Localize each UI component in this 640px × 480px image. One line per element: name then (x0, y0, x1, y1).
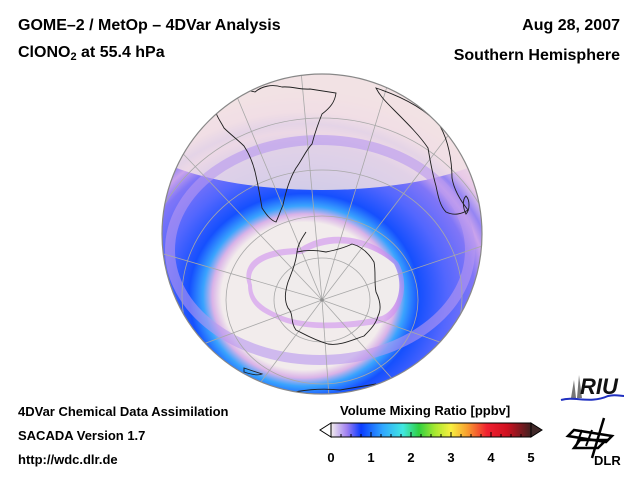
colorbar-tick-label: 0 (327, 450, 335, 465)
colorbar-tick-label: 2 (407, 450, 415, 465)
colorbar-tick-label: 1 (367, 450, 375, 465)
pressure-level: at 55.4 hPa (76, 44, 165, 61)
low-value-band (162, 74, 482, 190)
globe (162, 74, 482, 394)
footer-version: SACADA Version 1.7 (18, 428, 146, 443)
south-america-coast (213, 85, 337, 223)
dlr-logo (565, 417, 615, 459)
antarctica-coast (284, 243, 381, 345)
cathedral-icon (571, 375, 582, 398)
colorbar-tick-label: 5 (527, 450, 535, 465)
antarctic-peninsula (296, 231, 307, 253)
species-name: ClONO (18, 44, 71, 61)
river-wave-icon (560, 394, 625, 401)
date-label: Aug 28, 2007 (522, 17, 620, 34)
new-zealand-coast (243, 367, 264, 376)
footer-url[interactable]: http://wdc.dlr.de (18, 452, 118, 467)
riu-logo-text: RIU (580, 374, 618, 399)
madagascar-coast (462, 195, 470, 215)
hemisphere-label: Southern Hemisphere (453, 47, 620, 64)
australia-coast (287, 383, 377, 394)
colorbar-tick-label: 4 (487, 450, 495, 465)
dlr-logo-text: DLR (594, 453, 621, 468)
colorbar (319, 422, 543, 438)
vortex-core (250, 243, 400, 323)
south-pole-marker (320, 298, 324, 302)
coastlines (213, 85, 470, 394)
africa-coast (375, 87, 469, 215)
map-title: GOME–2 / MetOp – 4DVar Analysis (18, 17, 281, 34)
globe-outline (161, 73, 483, 395)
colorbar-over-extend (530, 422, 543, 438)
colorbar-title: Volume Mixing Ratio [ppbv] (340, 403, 511, 418)
species-subscript: 2 (70, 51, 77, 63)
colorbar-tick-label: 3 (447, 450, 455, 465)
riu-logo (560, 375, 625, 401)
species-subtitle: ClONO2 at 55.4 hPa (18, 44, 165, 63)
footer-assimilation: 4DVar Chemical Data Assimilation (18, 404, 229, 419)
colorbar-under-extend (319, 422, 332, 438)
